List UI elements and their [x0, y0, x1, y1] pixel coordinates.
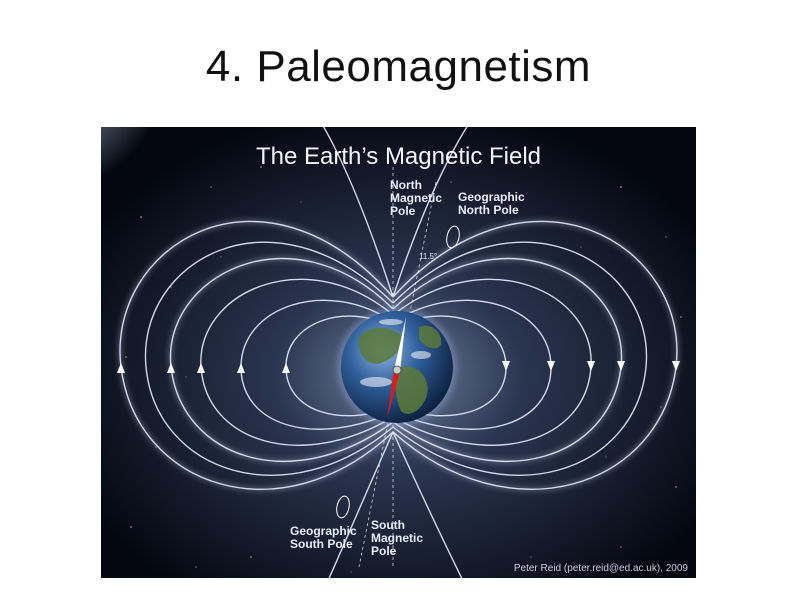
- north-rotation-ring: [446, 225, 460, 249]
- compass-needle-north: [394, 317, 406, 371]
- magnetic-field-figure: The Earth’s Magnetic Field North Magneti…: [101, 127, 696, 578]
- tilt-angle-label: 11.5°: [419, 252, 438, 261]
- field-illustration: [101, 127, 696, 578]
- geographic-north-pole-label: Geographic North Pole: [458, 190, 525, 217]
- compass-needle-south: [387, 370, 400, 419]
- south-rotation-ring: [336, 495, 350, 519]
- figure-title: The Earth’s Magnetic Field: [255, 143, 542, 170]
- field-line: [144, 241, 394, 476]
- earth-continents: [358, 325, 442, 414]
- field-line: [322, 127, 394, 298]
- field-arrows: [117, 361, 680, 373]
- slide-title: 4. Paleomagnetism: [205, 42, 592, 91]
- sun-glow: [101, 127, 171, 197]
- earth-clouds: [360, 319, 431, 387]
- field-line: [392, 127, 468, 298]
- geographic-south-pole-label: Geographic South Pole: [290, 524, 357, 551]
- field-line: [392, 241, 648, 476]
- compass-pivot: [392, 365, 402, 375]
- north-magnetic-pole-label: North Magnetic Pole: [390, 178, 443, 218]
- south-magnetic-pole-label: South Magnetic Pole: [371, 518, 424, 558]
- field-line: [328, 431, 394, 578]
- field-line: [392, 431, 463, 578]
- stars: [125, 166, 682, 573]
- image-credit: Peter Reid (peter.reid@ed.ac.uk), 2009: [513, 563, 688, 574]
